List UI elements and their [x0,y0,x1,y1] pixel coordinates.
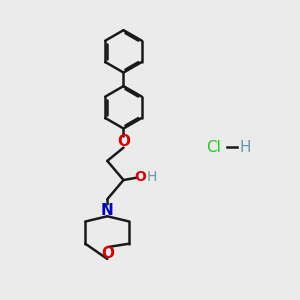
Text: H: H [146,170,157,184]
Text: Cl: Cl [206,140,221,154]
Text: O: O [101,246,114,261]
Text: O: O [117,134,130,149]
Text: O: O [134,170,146,184]
Text: H: H [239,140,250,154]
Text: N: N [101,203,114,218]
